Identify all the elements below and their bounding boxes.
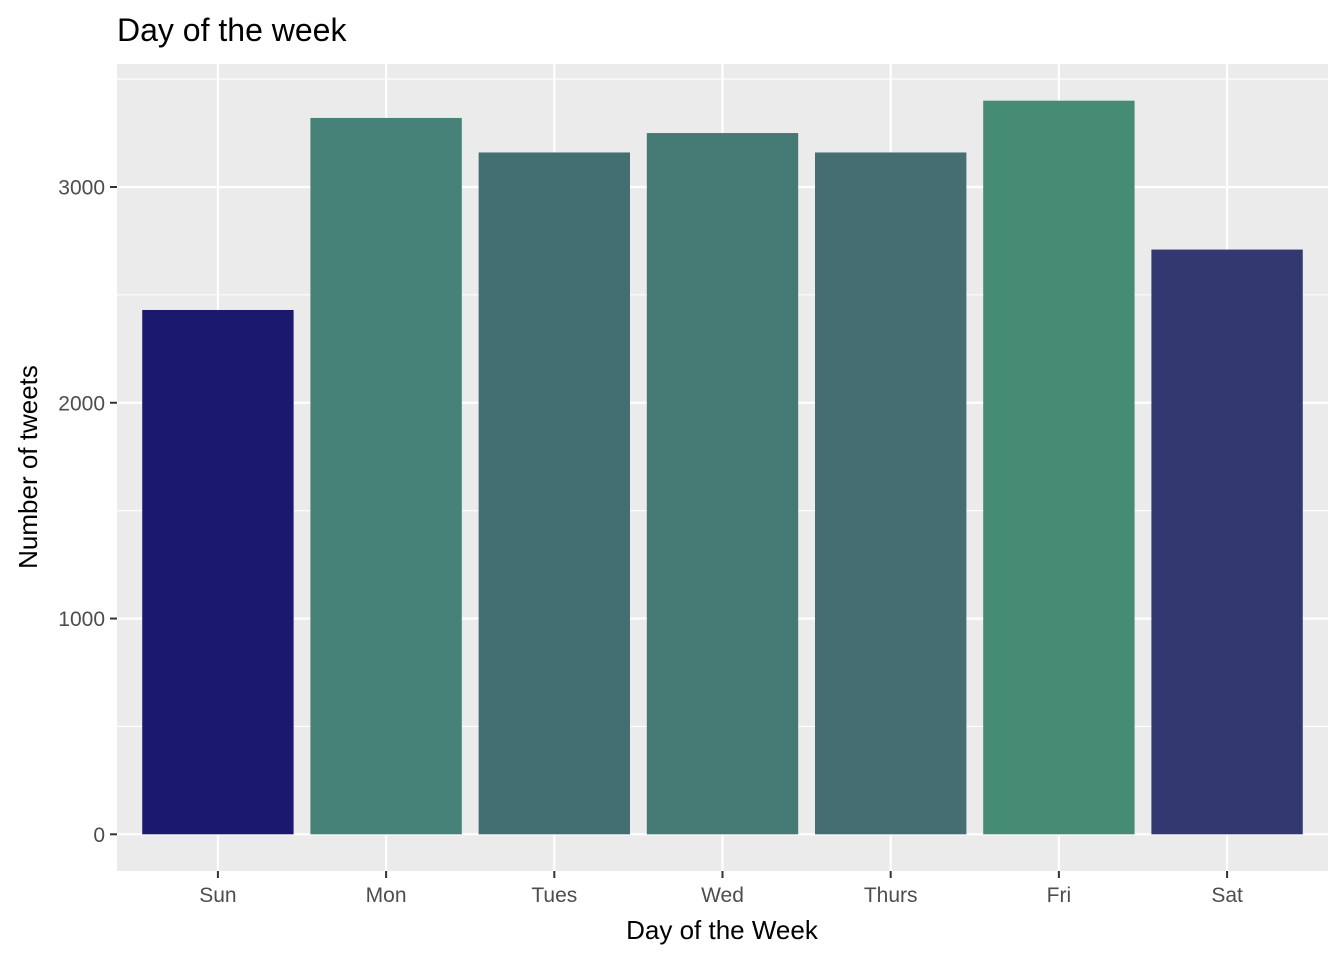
y-tick-label: 1000 [58, 608, 105, 631]
x-axis: Sun Mon Tues Wed Thurs Fri Sat [199, 871, 1243, 907]
x-tick-label: Thurs [864, 884, 918, 907]
y-axis: 0 1000 2000 3000 [58, 176, 117, 847]
bar-fri [983, 100, 1135, 835]
bar-mon [310, 117, 462, 835]
x-tick-label: Wed [701, 884, 744, 907]
x-tick-label: Sat [1211, 884, 1243, 907]
y-tick-label: 3000 [58, 176, 105, 199]
x-tick-label: Sun [199, 884, 236, 907]
x-tick-label: Mon [366, 884, 407, 907]
y-axis-title: Number of tweets [13, 365, 43, 569]
x-tick-label: Tues [531, 884, 577, 907]
y-tick-label: 0 [93, 824, 105, 847]
bar-tues [478, 152, 630, 835]
x-axis-title: Day of the Week [626, 915, 819, 945]
y-tick-label: 2000 [58, 392, 105, 415]
bar-sun [142, 309, 294, 835]
bar-sat [1151, 249, 1303, 835]
x-tick-label: Fri [1047, 884, 1072, 907]
bars [142, 100, 1303, 835]
bar-wed [646, 133, 799, 835]
bar-thurs [815, 152, 967, 835]
chart-title: Day of the week [117, 12, 347, 48]
